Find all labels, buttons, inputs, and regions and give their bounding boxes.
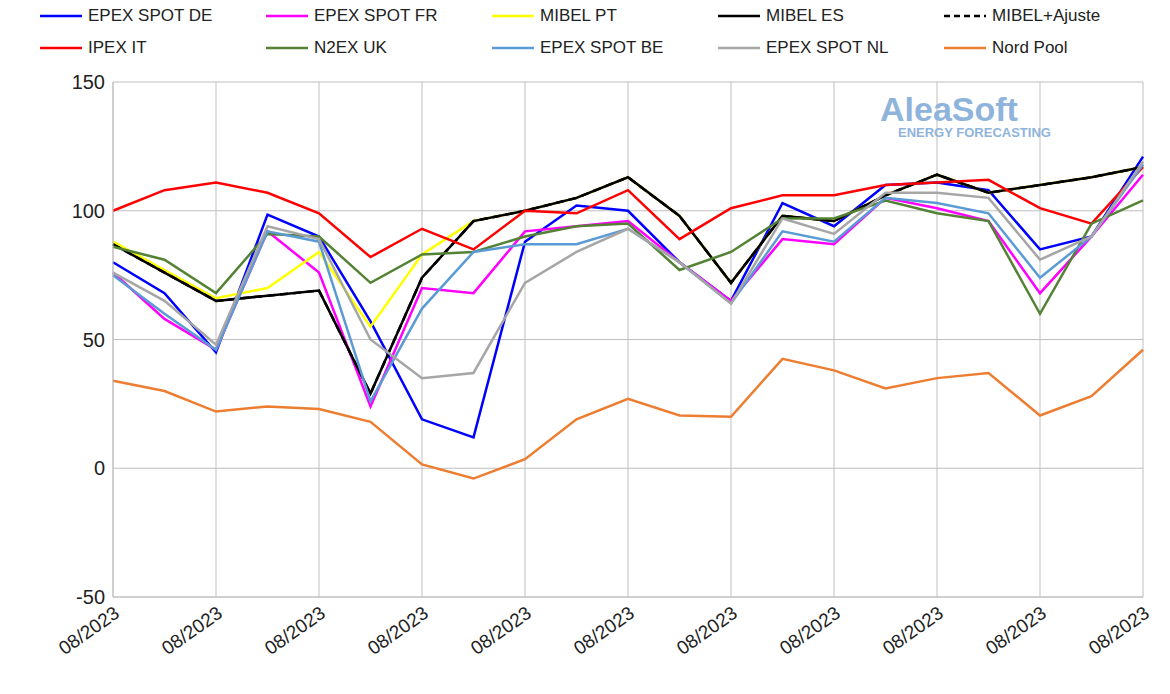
html-text:MIBEL+Ajuste: MIBEL+Ajuste [992, 6, 1101, 25]
svg-text:0: 0 [94, 457, 105, 479]
html-text:EPEX SPOT FR: EPEX SPOT FR [314, 6, 438, 25]
html-text:Nord Pool: Nord Pool [992, 38, 1068, 57]
svg-text:08/2023: 08/2023 [570, 602, 638, 659]
svg-text:08/2023: 08/2023 [261, 602, 329, 659]
svg-text:08/2023: 08/2023 [776, 602, 844, 659]
svg-text:08/2023: 08/2023 [55, 602, 123, 659]
svg-text:08/2023: 08/2023 [879, 602, 947, 659]
html-text:EPEX SPOT NL: EPEX SPOT NL [766, 38, 889, 57]
html-text:MIBEL PT: MIBEL PT [540, 6, 617, 25]
svg-text:150: 150 [72, 71, 105, 93]
svg-text:08/2023: 08/2023 [1085, 602, 1153, 659]
svg-text:08/2023: 08/2023 [158, 602, 226, 659]
svg-text:-50: -50 [76, 586, 105, 608]
html-text:EPEX SPOT BE: EPEX SPOT BE [540, 38, 664, 57]
svg-text:08/2023: 08/2023 [364, 602, 432, 659]
html-text:ENERGY FORECASTING: ENERGY FORECASTING [898, 125, 1051, 140]
svg-text:08/2023: 08/2023 [467, 602, 535, 659]
svg-text:08/2023: 08/2023 [673, 602, 741, 659]
html-text:AleaSoft: AleaSoft [880, 90, 1018, 128]
html-text:EPEX SPOT DE: EPEX SPOT DE [88, 6, 213, 25]
html-text:MIBEL ES: MIBEL ES [766, 6, 844, 25]
svg-text:50: 50 [83, 329, 105, 351]
svg-text:08/2023: 08/2023 [982, 602, 1050, 659]
svg-text:100: 100 [72, 200, 105, 222]
html-text:N2EX UK: N2EX UK [314, 38, 387, 57]
html-text:IPEX IT: IPEX IT [88, 38, 147, 57]
